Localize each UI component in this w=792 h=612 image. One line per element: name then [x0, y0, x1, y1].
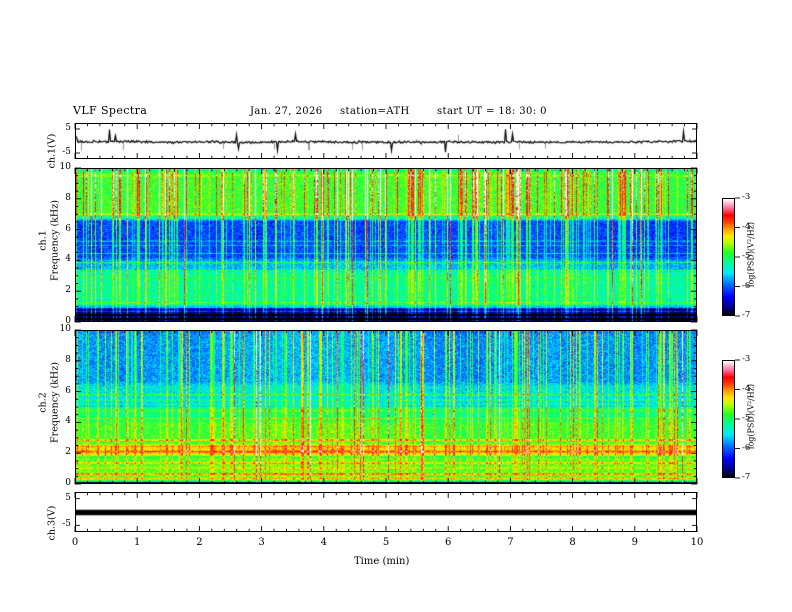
page-title: VLF Spectra [73, 104, 148, 117]
axis-tick-label: 0 [65, 316, 71, 326]
colorbar-tick-label: -7 [742, 310, 751, 320]
ch2-spectrogram-ylabel-freq: Frequency (kHz) [49, 362, 61, 443]
ch1-waveform-trace [76, 124, 696, 158]
axis-tick-label: 5 [382, 537, 390, 548]
axis-tick-label: 10 [59, 162, 71, 172]
axis-tick-label: 4 [320, 537, 327, 548]
header-date: Jan. 27, 2026 [250, 106, 323, 117]
axis-tick-label: 0 [71, 537, 79, 548]
axis-tick-label: 5 [65, 492, 71, 503]
axis-tick-label: 6 [65, 385, 71, 396]
axis-tick-label: 2 [65, 285, 71, 296]
axis-tick-label: 0 [65, 478, 71, 488]
ch1-waveform-panel [75, 123, 697, 159]
colorbar-tick-label: -3 [742, 354, 751, 364]
colorbar-tick-label: -4 [742, 221, 751, 232]
ch3-waveform-ylabel: ch.3(V) [46, 505, 58, 541]
ch1-waveform-ylabel: ch.1(V) [46, 133, 58, 169]
colorbar-tick-label: -4 [742, 383, 751, 394]
axis-tick-label: 2 [196, 537, 203, 548]
axis-tick-label: 4 [65, 254, 71, 265]
ch2-spectrogram-image [76, 331, 696, 483]
axis-tick-label: 2 [65, 447, 71, 458]
ch2-spectrogram-panel [75, 330, 697, 484]
axis-tick-label: 10 [59, 324, 71, 334]
axis-tick-label: 8 [65, 192, 71, 203]
ch1-spectrogram-panel [75, 168, 697, 322]
axis-tick-label: 4 [65, 416, 71, 427]
axis-tick-label: 7 [507, 537, 514, 548]
ch1-spectrogram-image [76, 169, 696, 321]
colorbar-ch1 [722, 198, 735, 316]
colorbar-tick-label: -3 [742, 192, 751, 202]
ch2-spectrogram-ylabel-ch: ch.2 [37, 392, 49, 413]
axis-tick-label: 8 [65, 354, 71, 365]
colorbar-tick-label: -7 [742, 472, 751, 482]
axis-tick-label: 5 [65, 123, 71, 133]
axis-tick-label: 6 [65, 223, 71, 234]
x-axis-label: Time (min) [354, 556, 410, 567]
ch3-waveform-trace [76, 493, 696, 531]
axis-tick-label: 6 [445, 537, 452, 548]
ch3-waveform-panel [75, 492, 697, 532]
axis-tick-label: -5 [62, 147, 71, 157]
header-start-ut: start UT = 18: 30: 0 [437, 106, 547, 117]
axis-tick-label: 9 [631, 537, 638, 548]
colorbar-tick-label: -5 [742, 413, 751, 423]
colorbar-tick-label: -5 [742, 251, 751, 261]
axis-tick-label: 1 [134, 537, 141, 548]
colorbar-ch2 [722, 360, 735, 478]
colorbar-tick-label: -6 [742, 442, 751, 453]
colorbar-tick-label: -6 [742, 280, 751, 291]
ch1-spectrogram-ylabel-ch: ch.1 [37, 230, 49, 251]
axis-tick-label: 10 [690, 537, 704, 548]
axis-tick-label: 3 [258, 537, 265, 548]
axis-tick-label: 8 [569, 537, 576, 548]
axis-tick-label: -5 [62, 519, 71, 530]
header-station: station=ATH [340, 106, 410, 117]
ch1-spectrogram-ylabel-freq: Frequency (kHz) [49, 200, 61, 281]
